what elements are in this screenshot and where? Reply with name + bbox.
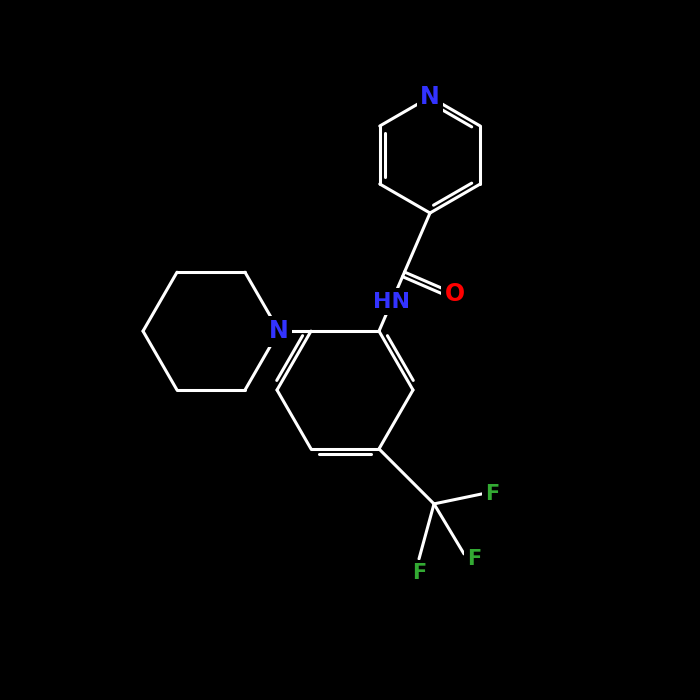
Text: HN: HN [373,292,410,312]
Text: F: F [467,549,481,569]
Text: O: O [445,282,465,306]
Text: N: N [269,319,289,343]
Text: N: N [420,85,440,109]
Text: F: F [485,484,499,504]
Text: F: F [412,563,426,583]
